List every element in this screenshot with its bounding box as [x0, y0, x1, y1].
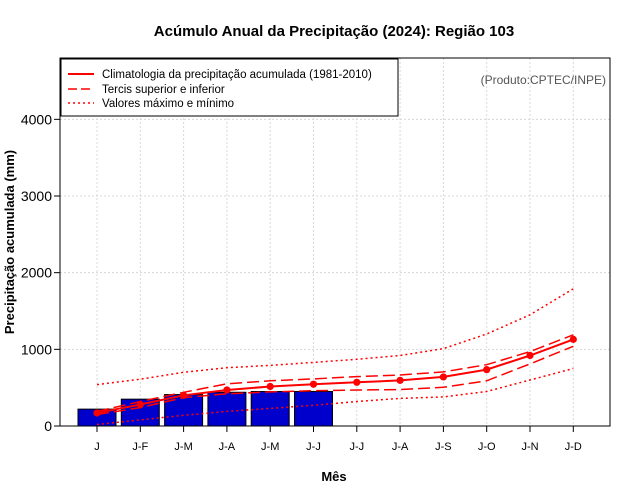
- x-tick-label: J-N: [521, 441, 538, 453]
- x-tick-label: J-J: [349, 441, 364, 453]
- x-tick-label: J-F: [132, 441, 148, 453]
- climatology-point-3: [223, 386, 231, 394]
- source-note: (Produto:CPTEC/INPE): [481, 73, 606, 87]
- climatology-point-6: [353, 378, 361, 386]
- climatology-point-1: [136, 400, 144, 409]
- x-tick-label: J-O: [478, 441, 496, 453]
- plot-frame: [59, 57, 611, 427]
- series-line-dashed: [96, 345, 574, 416]
- lines-group: [93, 288, 577, 426]
- x-tick-label: J-S: [435, 441, 452, 453]
- x-tick-label: J-A: [219, 441, 236, 453]
- legend: Climatologia da precipitação acumulada (…: [60, 58, 399, 117]
- x-tick-label: J-M: [261, 441, 279, 453]
- climatology-point-11: [569, 335, 577, 343]
- x-tick-label: J-D: [565, 441, 582, 453]
- legend-label-climatology: Climatologia da precipitação acumulada (…: [102, 69, 372, 81]
- legend-label-tercis: Tercis superior e inferior: [102, 84, 225, 96]
- y-tick-label: 1000: [21, 341, 52, 357]
- climatology-point-9: [483, 366, 491, 374]
- x-tick-label: J-M: [174, 441, 192, 453]
- y-tick-label: 4000: [21, 111, 52, 127]
- climatology-point-10: [526, 351, 534, 360]
- series-line-solid: [96, 338, 574, 414]
- legend-box: [60, 58, 399, 117]
- y-axis-label: Precipitação acumulada (mm): [2, 150, 17, 334]
- x-tick-label: J: [94, 441, 100, 453]
- bar-j-j-5: [294, 391, 333, 427]
- climatology-point-7: [396, 376, 404, 384]
- climatology-point-8: [439, 373, 447, 381]
- chart-title: Acúmulo Anual da Precipitação (2024): Re…: [154, 23, 514, 40]
- y-tick-label: 3000: [21, 188, 52, 204]
- climatology-point-5: [309, 380, 318, 388]
- x-axis: J J-F J-M J-A J-M J-J J-J J-A J-S J-O J-N J-D: [94, 426, 582, 453]
- series-line-dashed: [96, 334, 574, 413]
- climatology-point-4: [266, 382, 274, 391]
- series-line-dotted: [96, 288, 574, 386]
- grid-lines: [60, 58, 610, 427]
- y-tick-label: 2000: [21, 265, 52, 281]
- y-axis: 0 1000 2000 3000 4000: [21, 111, 60, 434]
- bar-j-m-2: [164, 394, 204, 427]
- legend-label-extremes: Valores máximo e mínimo: [102, 98, 234, 110]
- bar-j-a-3: [207, 391, 247, 427]
- x-axis-label: Mês: [321, 469, 346, 484]
- x-tick-label: J-A: [392, 441, 409, 453]
- x-tick-label: J-J: [306, 441, 321, 453]
- y-tick-label: 0: [44, 418, 52, 434]
